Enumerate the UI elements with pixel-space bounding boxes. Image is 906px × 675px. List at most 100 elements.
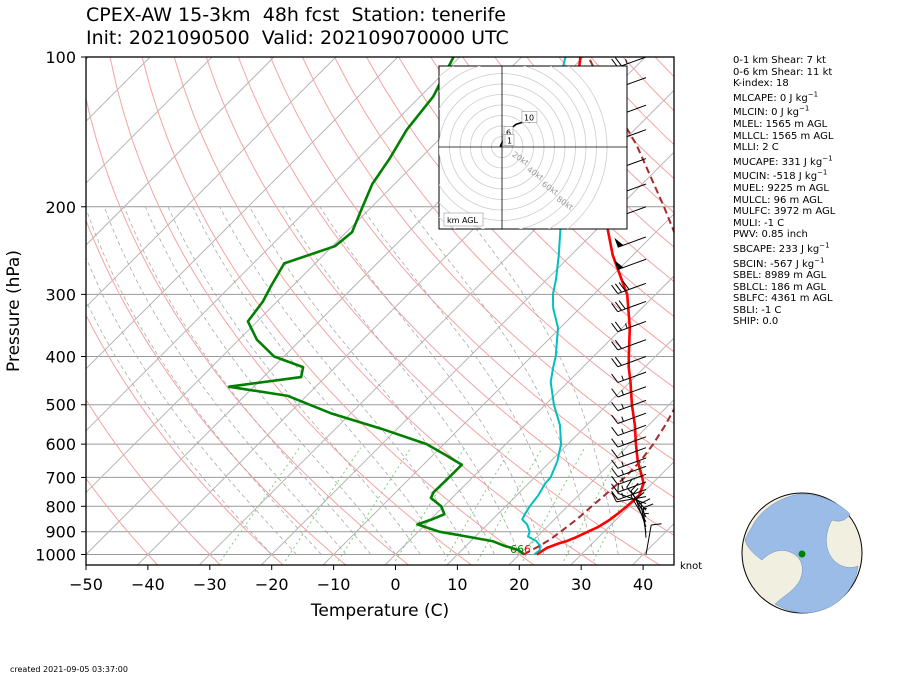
moist-adiabat-line [361,206,570,555]
wind-barb-staff [617,412,647,424]
mulfc-text: MULFC: 3972 m AGL [733,206,836,218]
x-tick-label: 40 [633,575,653,594]
sbli-text: SBLI: -1 C [733,304,782,316]
hodograph-title: km AGL [447,216,479,225]
sbel-text: SBEL: 8989 m AGL [733,270,827,282]
wind-barb-staff [617,356,647,368]
wind-barb-full [611,491,619,501]
moist-adiabat-line [86,300,272,555]
wind-barb [614,236,647,248]
wind-barb [645,523,662,555]
sbcape-text: SBCAPE: 233 J kg−1 [733,241,830,255]
wind-barb-full [630,482,639,492]
muli-text: MULI: -1 C [733,217,785,229]
dry-adiabat-line [301,57,674,461]
wind-barb-half [621,477,624,483]
wind-barb-full [611,358,619,368]
dry-adiabat-line [237,57,674,536]
wind-barb [611,300,647,313]
title-line-2: Init: 2021090500 Valid: 202109070000 UTC [86,27,509,49]
wind-barb-full [611,438,619,448]
wind-barb-full [611,426,619,436]
wind-barb-half [621,461,624,467]
x-tick-label: −10 [317,575,351,594]
isotherm-line [446,337,674,565]
wind-barb-staff [642,507,647,538]
dry-adiabat-line [86,314,284,565]
y-tick-label: 900 [45,523,76,542]
wind-barb-staff [617,371,647,383]
wind-barb-full [651,523,662,526]
mlcape-text: MLCAPE: 0 J kg−1 [733,90,819,104]
isotherm-line [322,213,674,565]
wind-barb-full [611,459,619,469]
moist-adiabat-line [103,206,347,555]
wind-barb [611,447,647,459]
station-marker [798,550,806,558]
wind-barb-full [626,478,633,488]
wind-barb-full [611,303,619,313]
wind-barb-staff [617,236,647,248]
hodograph-title-box [443,212,484,227]
wind-barb-flag [614,260,624,270]
dewpoint-line [227,57,526,556]
dry-adiabat-line [173,57,598,565]
y-tick-label: 700 [45,468,76,487]
y-tick-label: 300 [45,285,76,304]
wind-barb [614,258,647,270]
created-timestamp: created 2021-09-05 03:37:00 [10,665,128,674]
wind-barb-full [640,498,651,504]
wind-barb-half [621,403,624,409]
wind-barb-full [611,323,619,332]
mixing-ratio-line [337,447,412,562]
mixing-ratio-line [593,447,652,562]
dry-adiabat-line [141,57,536,565]
wind-barb-full [611,373,619,383]
hodograph-label-box [504,134,515,146]
x-tick-label: −50 [69,575,103,594]
x-tick-label: 0 [390,575,400,594]
shear-01-text: 0-1 km Shear: 7 kt [733,55,826,66]
wind-barb-full [614,339,622,349]
dry-adiabat-line [205,57,661,565]
wind-barb-full [611,467,619,477]
y-axis-label: Pressure (hPa) [4,250,24,372]
wind-barb-half [621,428,624,434]
chart-title: CPEX-AW 15-3km 48h fcst Station: tenerif… [86,4,509,50]
wind-barb-full [617,482,619,494]
wind-barb-half [621,451,624,457]
x-tick-label: 30 [571,575,591,594]
wind-barb [611,280,647,295]
isotherm-line [86,57,399,370]
wind-barb-staff [645,524,652,555]
dry-adiabat-line [334,57,674,425]
muel-text: MUEL: 9225 m AGL [733,182,829,194]
wind-barb-full [618,300,626,310]
surface-label-part: 6 [524,543,531,556]
hodograph-height-label: 10 [524,113,534,122]
wind-barb-full [614,321,622,331]
wind-barb-half [621,469,624,475]
wind-barb-flag [614,237,624,248]
mixing-ratio-line [395,447,466,562]
wind-barb-half [621,390,624,396]
y-tick-label: 1000 [35,546,76,565]
wind-barb-staff [617,386,647,398]
wind-barb [611,386,647,398]
moist-adiabat-line [192,206,446,555]
dry-adiabat-line [86,95,410,565]
y-tick-label: 100 [45,48,76,67]
dry-adiabat-line [109,57,473,565]
pwv-text: PWV: 0.85 inch [733,229,808,241]
mlli-text: MLLI: 2 C [733,142,779,154]
stability-indices: 0-1 km Shear: 7 kt 0-6 km Shear: 11 kt K… [733,55,835,328]
dry-adiabat-line [86,398,222,565]
wind-barb-staff [617,436,647,448]
wind-barb [611,492,647,503]
isotherm-line [198,89,674,565]
wind-barb [611,481,647,493]
wind-barb-full [618,282,626,292]
wind-barb-full [622,280,630,290]
wind-barb-staff [617,282,647,295]
